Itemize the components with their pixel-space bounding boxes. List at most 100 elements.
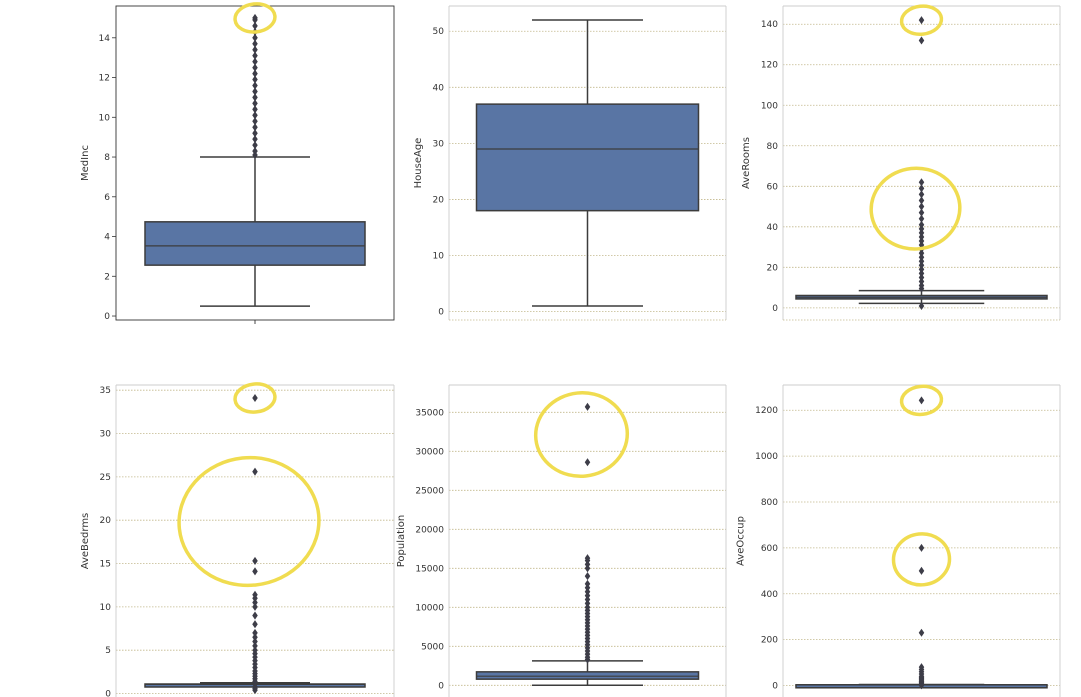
- iqr-box: [475, 103, 700, 212]
- y-axis-label: HouseAge: [413, 138, 424, 189]
- outlier-point: [252, 99, 258, 108]
- outlier-point: [252, 39, 258, 48]
- outlier-point: [252, 93, 258, 102]
- outlier-point: [252, 637, 258, 646]
- outlier-point: [252, 141, 258, 150]
- chart-panel-aveoccup: 0 200 400 600 800 1000 1200 AveOccup: [736, 384, 1061, 697]
- outlier-point: [252, 611, 258, 620]
- y-tick-label: 20: [433, 195, 445, 205]
- outlier-point: [918, 202, 925, 211]
- y-tick-label: 35000: [415, 408, 444, 418]
- y-tick-label: 30: [100, 430, 112, 440]
- y-tick-label: 200: [761, 636, 778, 646]
- y-tick-label: 20: [767, 263, 779, 273]
- outlier-point: [918, 224, 925, 233]
- y-tick-label: 800: [761, 498, 778, 508]
- y-tick-label: 50: [433, 27, 445, 37]
- y-tick-label: 10000: [415, 603, 444, 613]
- outlier-point: [252, 641, 258, 650]
- y-tick-label: 40: [767, 223, 779, 233]
- y-tick-label: 400: [761, 590, 778, 600]
- y-tick-label: 4: [104, 233, 110, 243]
- outlier-point: [252, 620, 258, 629]
- outlier-point: [252, 63, 258, 72]
- y-tick-label: 15000: [415, 564, 444, 574]
- outlier-point: [252, 13, 258, 22]
- outlier-point: [918, 249, 925, 258]
- y-tick-label: 5: [105, 646, 111, 656]
- outlier-point: [918, 277, 925, 286]
- y-tick-label: 15: [100, 560, 111, 570]
- outlier-point: [918, 253, 925, 262]
- y-axis-label: Population: [396, 515, 407, 568]
- outlier-point: [252, 393, 258, 403]
- outlier-point: [918, 236, 925, 246]
- outlier-point: [252, 123, 258, 132]
- iqr-box: [144, 221, 366, 266]
- y-tick-label: 35: [100, 386, 111, 396]
- chart-panel-population: 0 5000 10000 15000 20000 25000 30000 35000 Popul…: [396, 384, 727, 697]
- y-axis-label: MedInc: [80, 145, 91, 181]
- outlier-point: [918, 265, 925, 274]
- y-tick-label: 20: [100, 516, 112, 526]
- outlier-point: [252, 111, 258, 120]
- outlier-point: [252, 33, 258, 42]
- y-axis-label: AveBedrms: [80, 513, 91, 570]
- outlier-point: [252, 51, 258, 60]
- outlier-point: [918, 269, 925, 278]
- outlier-point: [918, 16, 925, 25]
- outlier-point: [584, 572, 591, 581]
- chart-panel-avebedrms: 0 5 10 15 20 25 30 35 AveBedrms: [80, 382, 395, 697]
- outlier-point: [252, 467, 258, 476]
- y-tick-label: 10: [433, 252, 445, 262]
- y-tick-label: 0: [438, 681, 444, 691]
- outlier-point: [252, 633, 258, 642]
- outlier-point: [918, 228, 925, 237]
- y-tick-label: 5000: [421, 642, 444, 652]
- outlier-point: [918, 396, 925, 405]
- outlier-point: [252, 105, 258, 114]
- outlier-point: [252, 69, 258, 78]
- y-tick-label: 30: [433, 139, 445, 149]
- outlier-point: [918, 566, 925, 575]
- outlier-point: [252, 57, 258, 66]
- y-tick-label: 80: [767, 142, 779, 152]
- outlier-point: [918, 232, 925, 241]
- annotation-circle: [533, 391, 630, 479]
- y-tick-label: 8: [104, 153, 110, 163]
- outlier-point: [252, 682, 258, 691]
- y-tick-label: 0: [772, 304, 778, 314]
- y-axis-label: AveOccup: [736, 516, 747, 566]
- outlier-point: [252, 556, 258, 565]
- outlier-point: [252, 135, 258, 144]
- y-tick-label: 20000: [415, 525, 444, 535]
- outlier-point: [918, 196, 925, 205]
- y-tick-label: 60: [767, 182, 779, 192]
- outlier-point: [252, 75, 258, 84]
- chart-panel-averooms: 0 20 40 60 80 100 120 140 AveRooms: [741, 4, 1061, 321]
- y-tick-label: 0: [438, 308, 444, 318]
- outlier-point: [918, 628, 925, 637]
- outlier-point: [252, 117, 258, 126]
- outlier-point: [252, 628, 258, 637]
- outlier-point: [918, 220, 925, 229]
- outlier-point: [252, 21, 258, 30]
- outlier-point: [584, 554, 591, 563]
- y-tick-label: 0: [105, 690, 111, 697]
- outlier-point: [252, 129, 258, 138]
- y-tick-label: 14: [99, 34, 111, 44]
- outlier-point: [252, 45, 258, 54]
- y-tick-label: 120: [761, 61, 778, 71]
- outlier-point: [584, 458, 591, 467]
- outlier-point: [918, 663, 925, 672]
- y-tick-label: 6: [104, 193, 110, 203]
- outlier-point: [584, 579, 591, 588]
- y-tick-label: 140: [761, 20, 778, 30]
- outlier-point: [584, 402, 591, 411]
- outlier-point: [918, 543, 925, 552]
- annotation-circle: [177, 455, 321, 588]
- annotation-circle: [869, 166, 962, 251]
- y-tick-label: 12: [99, 74, 110, 84]
- y-tick-label: 0: [772, 682, 778, 692]
